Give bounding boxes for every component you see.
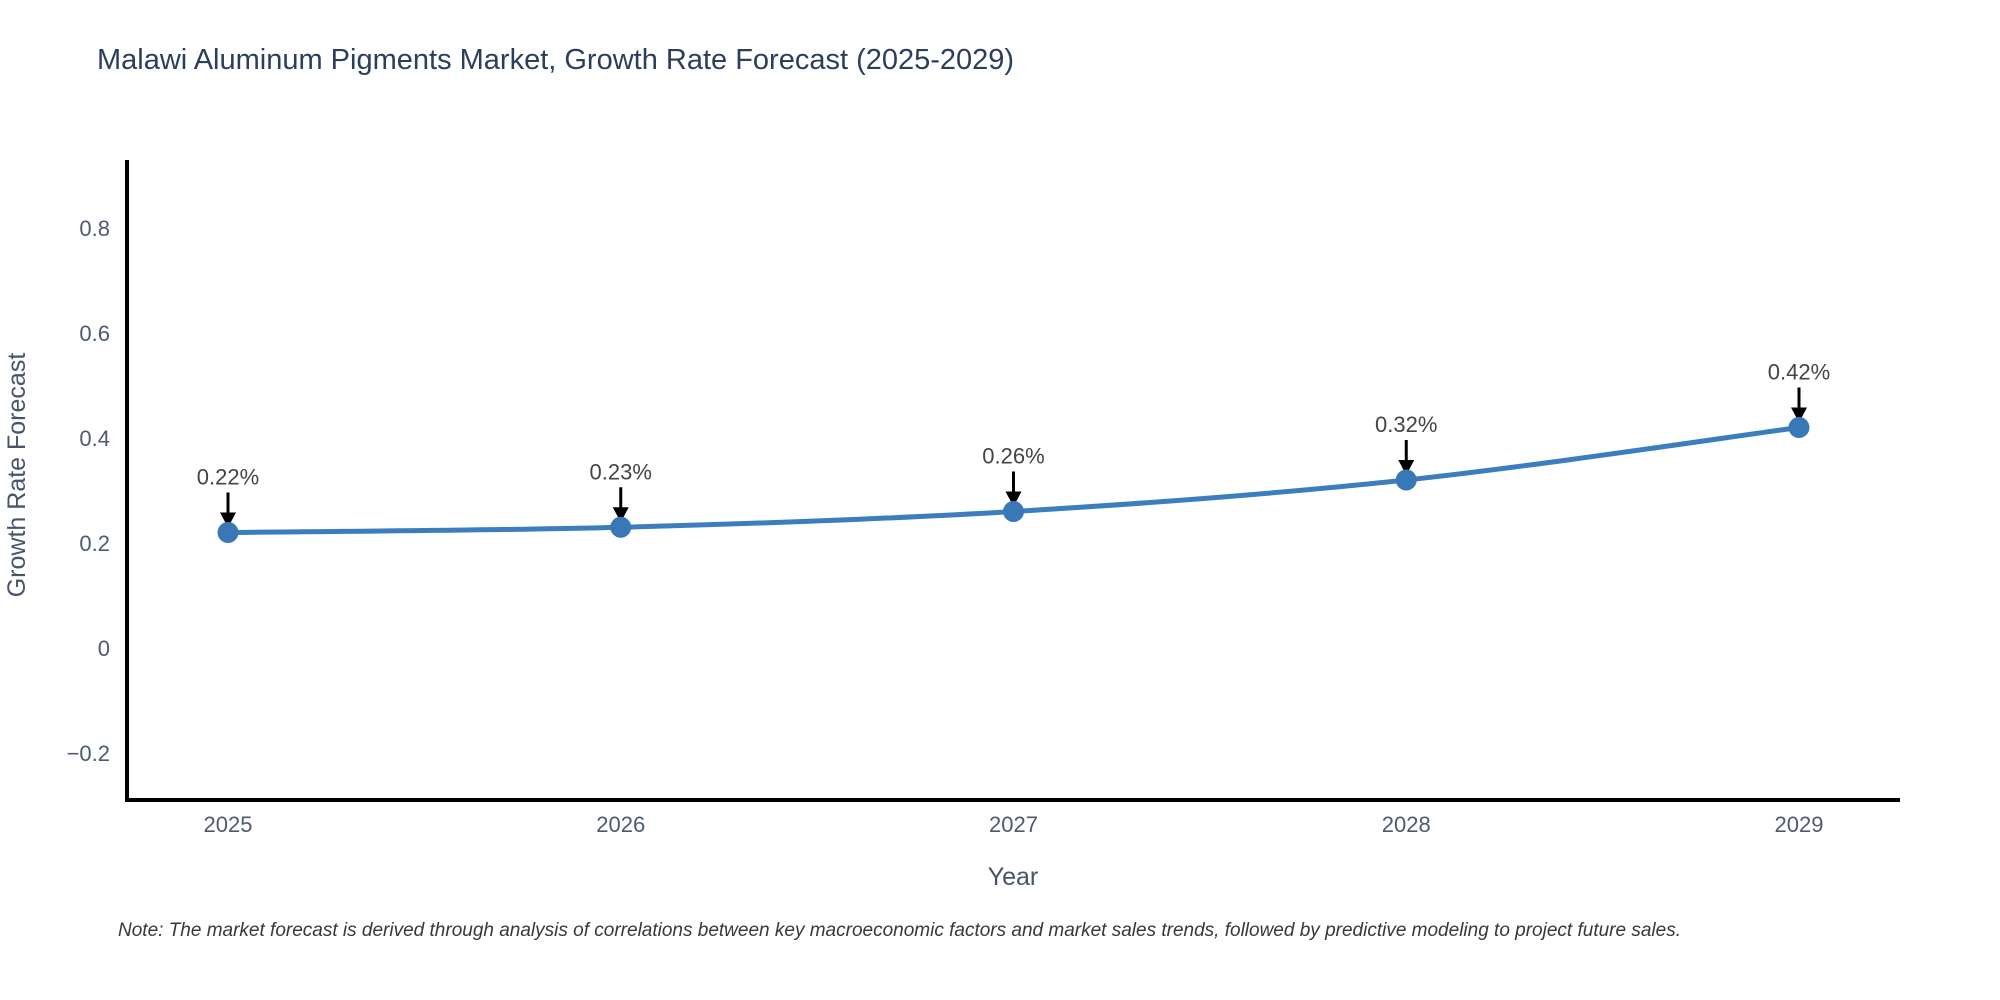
data-series: 0.22% 0.23% 0.26% 0.32% 0.42% xyxy=(197,360,1830,543)
x-tick-label: 2027 xyxy=(989,812,1038,837)
data-point-2027[interactable] xyxy=(1003,501,1024,522)
x-tick-label: 2026 xyxy=(596,812,645,837)
data-point-2026[interactable] xyxy=(610,516,632,538)
chart-title: Malawi Aluminum Pigments Market, Growth … xyxy=(97,44,1015,76)
y-tick-label: −0.2 xyxy=(67,741,110,766)
y-tick-label: 0.8 xyxy=(79,216,110,241)
annotation-arrowhead xyxy=(1398,460,1415,475)
footnote: Note: The market forecast is derived thr… xyxy=(118,920,1681,941)
y-tick-label: 0.6 xyxy=(79,321,110,346)
y-tick-label: 0.4 xyxy=(79,426,110,451)
point-annotation-label: 0.32% xyxy=(1375,412,1437,437)
x-tick-label: 2025 xyxy=(204,812,253,837)
annotation-arrowhead xyxy=(612,507,629,523)
x-axis-title: Year xyxy=(988,863,1039,891)
y-axis-ticks: 0.8 0.6 0.4 0.2 0 −0.2 xyxy=(67,216,110,766)
data-point-2025[interactable] xyxy=(217,522,239,543)
data-point-2028[interactable] xyxy=(1395,469,1417,491)
y-tick-label: 0 xyxy=(98,636,110,661)
annotation-arrowhead xyxy=(1005,491,1022,507)
y-axis-title: Growth Rate Forecast xyxy=(3,353,31,598)
point-annotation-label: 0.23% xyxy=(590,459,652,484)
x-axis-ticks: 2025 2026 2027 2028 2029 xyxy=(204,812,1824,837)
point-annotation-label: 0.26% xyxy=(982,444,1044,469)
data-point-2029[interactable] xyxy=(1788,417,1810,438)
point-annotation-label: 0.22% xyxy=(197,465,259,490)
annotation-arrowhead xyxy=(220,512,236,528)
x-tick-label: 2029 xyxy=(1775,812,1824,837)
annotation-arrowhead xyxy=(1791,407,1807,423)
x-tick-label: 2028 xyxy=(1382,812,1431,837)
point-annotation-label: 0.42% xyxy=(1768,360,1830,385)
y-tick-label: 0.2 xyxy=(79,531,110,556)
